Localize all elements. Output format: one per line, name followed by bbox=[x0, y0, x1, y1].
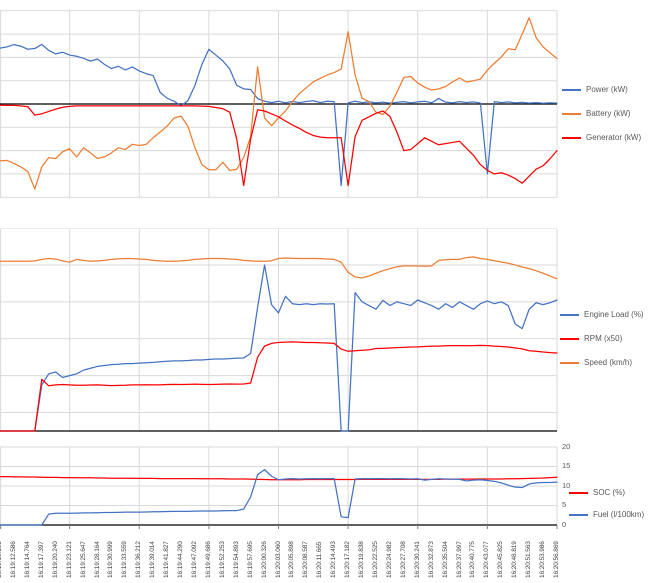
legend-line-swatch bbox=[562, 113, 581, 115]
x-axis-label: 16:19:41.827 bbox=[163, 541, 171, 578]
engineload-rpm-speed-chart[interactable] bbox=[0, 228, 558, 434]
legend-line-swatch bbox=[569, 514, 588, 516]
x-axis-label: 16:20:00.326 bbox=[260, 541, 268, 578]
series-battery-kw-line[interactable] bbox=[0, 17, 558, 190]
x-axis-label: 16:20:19.838 bbox=[358, 541, 366, 578]
x-axis-label: 16:20:48.819 bbox=[511, 541, 519, 578]
legend-item-engine-load[interactable]: Engine Load (%) bbox=[560, 303, 644, 327]
legend-item-soc[interactable]: SOC (%) bbox=[569, 482, 644, 504]
right-axis-tick-label: 20 bbox=[562, 441, 571, 451]
right-axis-tick-label: 15 bbox=[562, 461, 571, 470]
x-axis-label: 16:20:08.587 bbox=[302, 541, 310, 578]
x-axis-label: 16:19:23.121 bbox=[65, 541, 73, 578]
x-axis-label: 16:20:43.077 bbox=[483, 541, 491, 578]
series-engine-load-line[interactable] bbox=[0, 264, 558, 432]
x-axis-label: 16:19:52.253 bbox=[218, 541, 226, 578]
x-axis-label: 16:19:30.999 bbox=[107, 541, 115, 578]
legend-line-swatch bbox=[560, 314, 579, 316]
legend-item-power-kw[interactable]: Power (kW) bbox=[562, 78, 641, 102]
x-axis-label: 16:19:47.092 bbox=[190, 541, 198, 578]
x-axis-label: 16:19:25.647 bbox=[79, 541, 87, 578]
x-axis-label: 16:20:45.825 bbox=[497, 541, 505, 578]
x-axis-label: 16:20:51.563 bbox=[525, 541, 533, 578]
x-axis-label: 16:19:36.212 bbox=[135, 541, 143, 578]
power-battery-generator-chart[interactable] bbox=[0, 0, 558, 208]
legend-label: Fuel (l/100km) bbox=[593, 510, 645, 519]
x-axis-label: 16:20:22.525 bbox=[372, 541, 379, 578]
x-axis-label: 16:20:24.982 bbox=[385, 541, 393, 578]
legend-label: Engine Load (%) bbox=[584, 310, 644, 319]
legend-label: Speed (km/h) bbox=[584, 358, 633, 367]
x-axis-label: 16:20:53.986 bbox=[539, 541, 547, 578]
x-axis-label: 16:20:37.997 bbox=[455, 541, 463, 578]
legend-line-swatch bbox=[560, 338, 579, 340]
x-axis-label: 16:19:54.893 bbox=[232, 541, 240, 578]
legend-line-swatch bbox=[560, 362, 579, 364]
legend-item-speed-km-h[interactable]: Speed (km/h) bbox=[560, 351, 644, 375]
x-axis-label: 16:19:20.240 bbox=[51, 541, 59, 578]
series-fuel-l-100km-line[interactable] bbox=[0, 468, 558, 526]
x-axis-label: 16:19:57.695 bbox=[246, 541, 254, 578]
legend-soc-fuel-chart: SOC (%) Fuel (l/100km) bbox=[569, 482, 644, 526]
series-generator-kw-line[interactable] bbox=[0, 104, 558, 187]
right-axis-tick-label: 5 bbox=[562, 500, 567, 509]
x-axis-label: 16:19:39.014 bbox=[149, 541, 157, 578]
series-speed-km-h-line[interactable] bbox=[0, 256, 558, 280]
x-axis-label: 16:20:03.060 bbox=[274, 541, 282, 578]
x-axis-label: 16:19:14.764 bbox=[23, 541, 31, 578]
legend-line-swatch bbox=[569, 492, 588, 494]
x-axis-label: 16:20:17.182 bbox=[344, 541, 352, 578]
x-axis-label: 16:19:28.164 bbox=[93, 541, 101, 578]
x-axis-label: 16:20:32.873 bbox=[427, 541, 435, 578]
legend-label: Power (kW) bbox=[586, 85, 628, 94]
legend-item-generator-kw[interactable]: Generator (kW) bbox=[562, 126, 641, 150]
legend-label: Battery (kW) bbox=[586, 109, 631, 118]
legend-drivetrain-chart: Engine Load (%) RPM (x50) Speed (km/h) bbox=[560, 303, 644, 375]
x-axis-label: 16:20:11.665 bbox=[316, 541, 324, 578]
x-axis-label: 16:19:17.397 bbox=[37, 541, 45, 578]
legend-item-rpm-x50[interactable]: RPM (x50) bbox=[560, 327, 644, 351]
legend-label: RPM (x50) bbox=[584, 334, 623, 343]
x-axis-label: 16:19:33.559 bbox=[121, 541, 129, 578]
legend-power-chart: Power (kW) Battery (kW) Generator (kW) bbox=[562, 78, 641, 150]
legend-item-battery-kw[interactable]: Battery (kW) bbox=[562, 102, 641, 126]
legend-label: Generator (kW) bbox=[586, 133, 642, 142]
legend-item-fuel-l-100km[interactable]: Fuel (l/100km) bbox=[569, 504, 644, 526]
x-axis-label: 16:20:56.869 bbox=[553, 541, 560, 578]
x-axis-label: 16:20:30.241 bbox=[413, 541, 421, 578]
x-axis-label: 16:19:49.686 bbox=[204, 541, 212, 578]
legend-line-swatch bbox=[562, 89, 581, 91]
x-axis-label: 16:20:27.708 bbox=[399, 541, 407, 578]
x-axis-label: 16:20:14.493 bbox=[330, 541, 338, 578]
x-axis-label: 16:20:40.775 bbox=[469, 541, 477, 578]
x-axis-label: 16:20:35.504 bbox=[441, 541, 449, 578]
x-axis-label: 16:20:05.898 bbox=[288, 541, 296, 578]
series-rpm-x50-line[interactable] bbox=[0, 341, 558, 432]
right-axis-tick-label: 10 bbox=[562, 480, 571, 490]
right-axis-tick-label: 0 bbox=[562, 519, 567, 529]
x-axis-label: 16:19:44.290 bbox=[177, 541, 184, 578]
x-axis-label: 16:19:12.586 bbox=[9, 541, 17, 578]
legend-label: SOC (%) bbox=[593, 488, 625, 497]
x-axis-label: 16:19:10.193 bbox=[0, 541, 3, 578]
soc-fuel-chart[interactable] bbox=[0, 443, 558, 530]
series-power-kw-line[interactable] bbox=[0, 43, 558, 187]
legend-line-swatch bbox=[562, 137, 581, 139]
